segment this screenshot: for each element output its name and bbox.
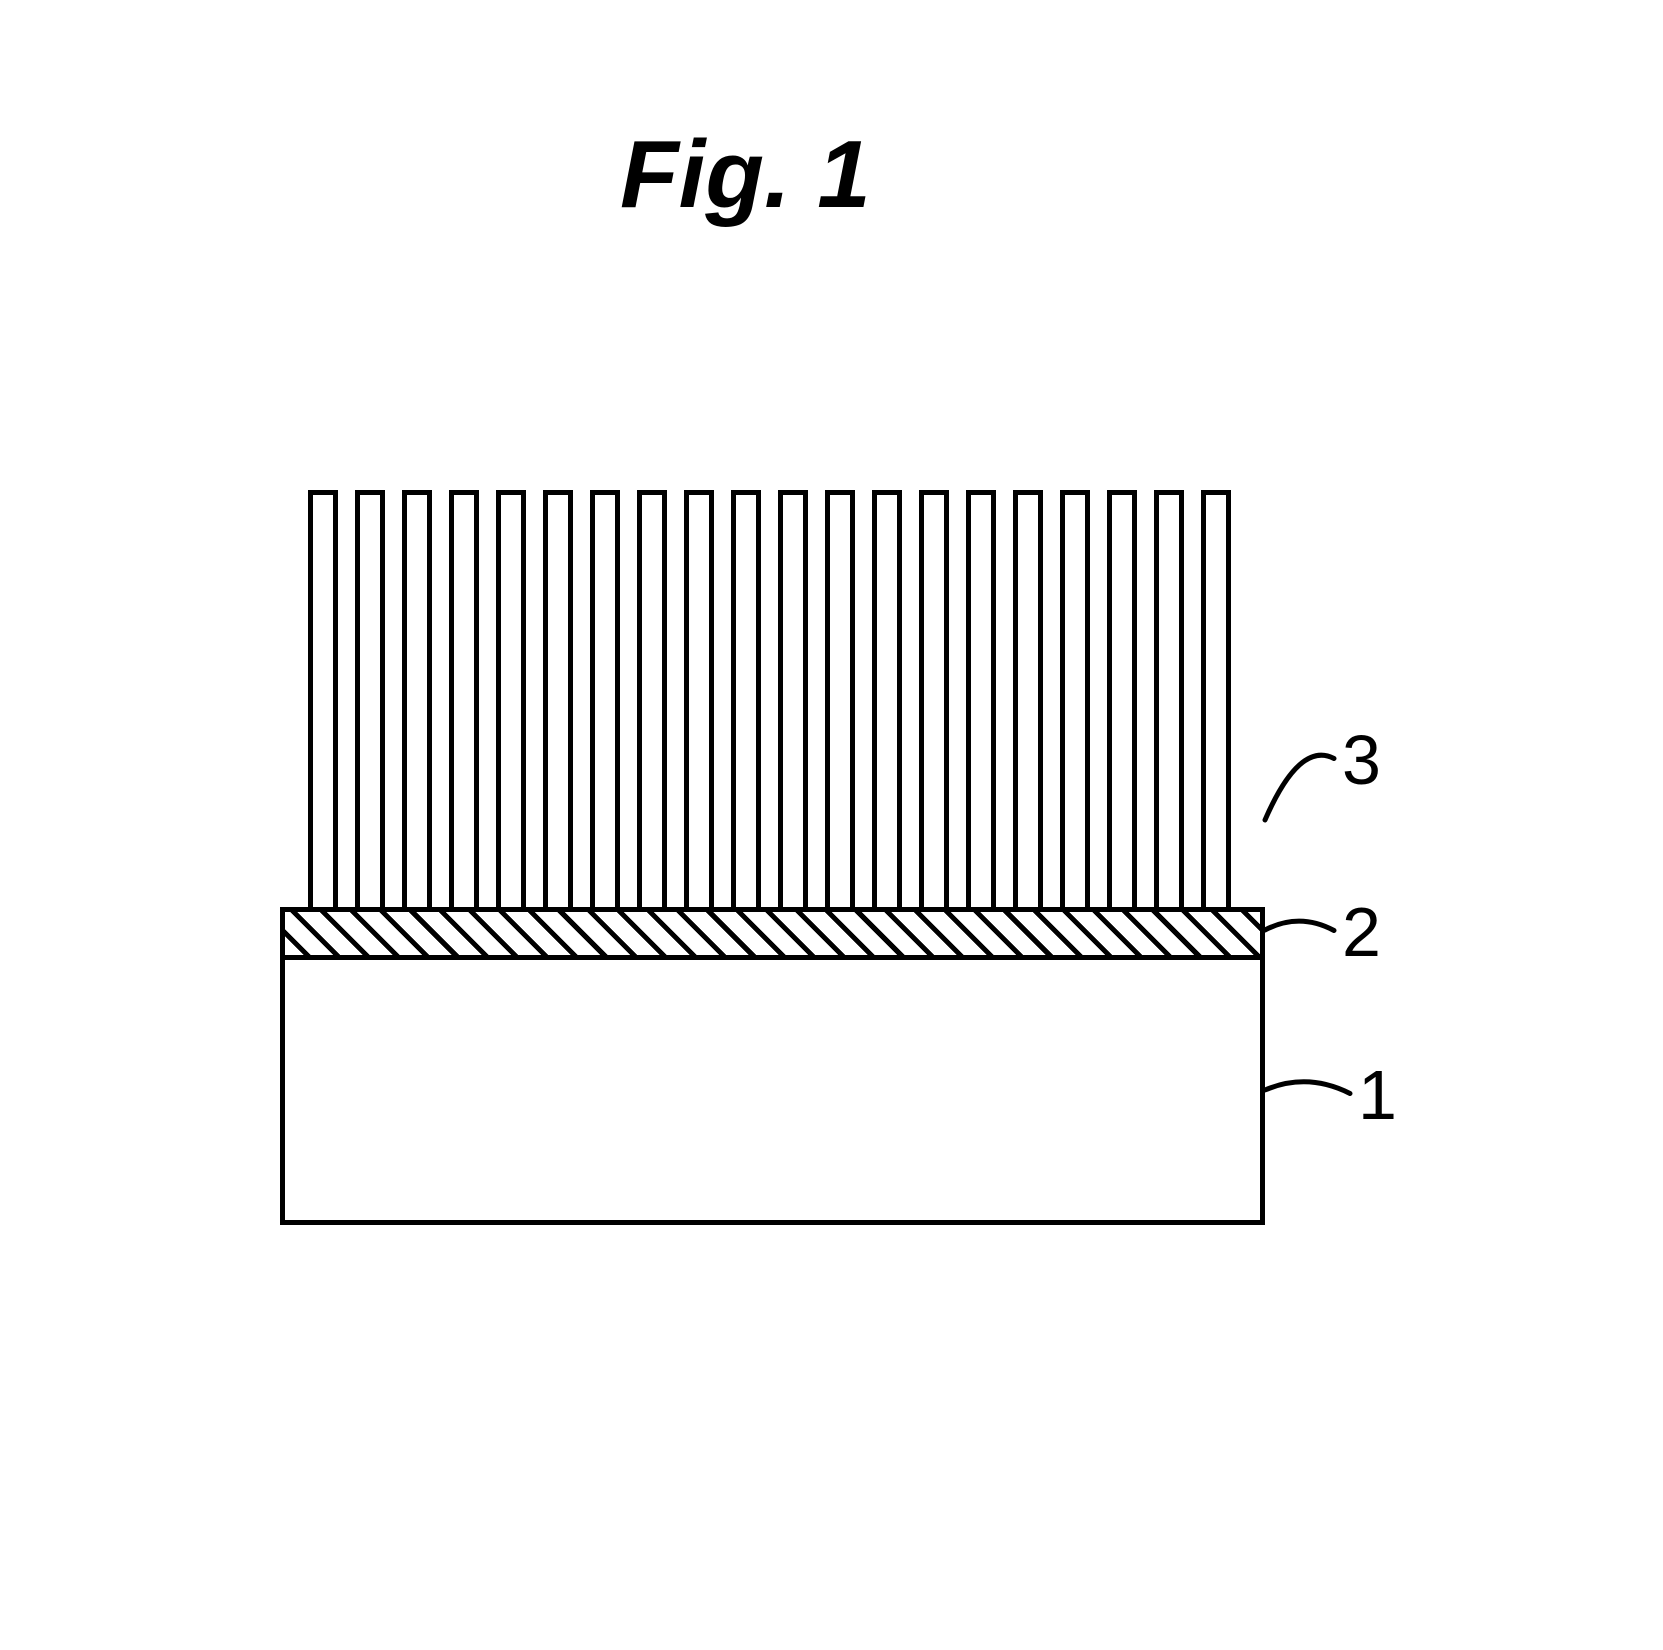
pillar (543, 490, 573, 907)
pillar (778, 490, 808, 907)
pillar (449, 490, 479, 907)
pillar (590, 490, 620, 907)
callout-label: 3 (1342, 720, 1381, 800)
figure-title: Fig. 1 (620, 120, 871, 230)
hatch-pattern (280, 907, 1265, 955)
leader-line (1265, 921, 1334, 930)
leader-line (1265, 755, 1334, 820)
pillar (308, 490, 338, 907)
pillar (1060, 490, 1090, 907)
pillar (496, 490, 526, 907)
hatched-layer (280, 907, 1265, 955)
callout-label: 2 (1342, 892, 1381, 972)
pillar (402, 490, 432, 907)
pillar (919, 490, 949, 907)
pillar (731, 490, 761, 907)
pillar (355, 490, 385, 907)
callout-label: 1 (1358, 1055, 1397, 1135)
pillar (966, 490, 996, 907)
pillar (1013, 490, 1043, 907)
pillar (637, 490, 667, 907)
pillar (684, 490, 714, 907)
pillar (872, 490, 902, 907)
pillar (1201, 490, 1231, 907)
leader-line (1265, 1082, 1350, 1094)
pillar (825, 490, 855, 907)
pillar (1154, 490, 1184, 907)
substrate-layer (280, 955, 1265, 1225)
pillar (1107, 490, 1137, 907)
